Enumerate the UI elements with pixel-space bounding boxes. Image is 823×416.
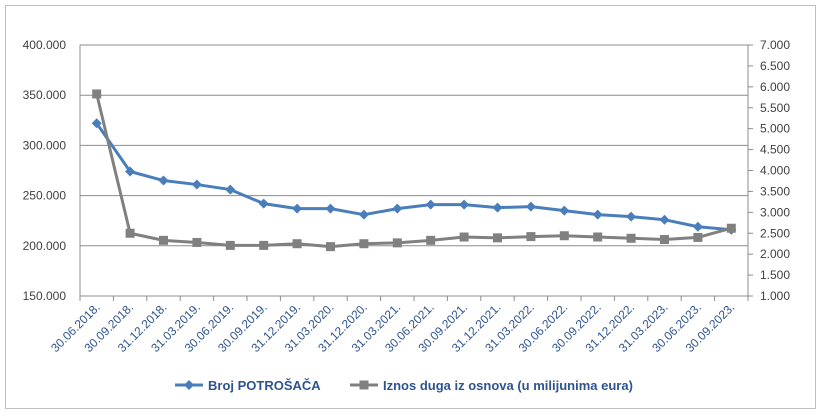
y-right-tick-label: 6.500 <box>760 59 790 73</box>
legend: Broj POTROŠAČA Iznos duga iz osnova (u mi… <box>175 378 633 393</box>
data-point-marker <box>359 239 369 249</box>
data-point-marker <box>593 232 603 242</box>
data-point-marker <box>660 235 669 245</box>
y-right-tick-label: 5.500 <box>760 101 790 115</box>
data-point-marker <box>493 233 502 243</box>
series-line-2 <box>95 93 732 249</box>
y-right-tick-label: 2.000 <box>760 247 790 261</box>
data-point-marker <box>425 199 436 210</box>
data-point-marker <box>426 235 436 245</box>
y-right-tick-label: 1.500 <box>760 268 790 282</box>
data-point-marker <box>292 203 303 214</box>
y-right-tick-label: 7.000 <box>760 38 790 52</box>
data-point-marker <box>326 242 335 252</box>
data-point-marker <box>325 203 336 214</box>
data-point-marker <box>726 223 736 233</box>
y-left-tick-label: 300.000 <box>23 138 67 152</box>
legend-marker <box>359 380 369 390</box>
data-point-marker <box>92 89 102 99</box>
data-point-marker <box>626 233 636 243</box>
data-point-marker <box>692 221 703 232</box>
series-line-1 <box>95 122 732 232</box>
y-right-tick-label: 3.500 <box>760 184 790 198</box>
y-left-tick-label: 400.000 <box>23 38 67 52</box>
data-point-marker <box>526 232 536 242</box>
y-right-tick-label: 3.000 <box>760 205 790 219</box>
data-point-marker <box>693 232 703 242</box>
legend-marker <box>184 380 194 390</box>
data-point-marker <box>258 198 269 209</box>
data-point-marker <box>492 202 503 213</box>
series-group <box>91 89 737 252</box>
data-point-marker <box>125 166 136 177</box>
data-point-marker <box>592 209 603 220</box>
data-point-marker <box>392 238 402 248</box>
y-right-tick-label: 2.500 <box>760 226 790 240</box>
data-point-marker <box>358 209 369 220</box>
data-point-marker <box>91 118 102 129</box>
data-point-marker <box>192 237 202 247</box>
data-point-marker <box>191 179 202 190</box>
data-point-marker <box>525 201 536 212</box>
y-right-tick-label: 6.000 <box>760 80 790 94</box>
data-point-marker <box>459 199 470 210</box>
data-point-marker <box>158 175 169 186</box>
y-left-tick-label: 150.000 <box>23 289 67 303</box>
data-point-marker <box>225 240 235 250</box>
data-point-marker <box>259 240 269 250</box>
y-right-tick-label: 1.000 <box>760 289 790 303</box>
data-point-marker <box>459 232 469 242</box>
legend-label-1: Broj POTROŠAČA <box>208 378 321 393</box>
y-left-tick-label: 250.000 <box>23 189 67 203</box>
data-point-marker <box>659 214 670 225</box>
y-axis-right: 1.000 1.500 2.000 2.500 3.000 3.500 4.000 4.500… <box>748 38 790 303</box>
data-point-marker <box>392 203 403 214</box>
data-point-marker <box>292 239 302 249</box>
y-right-tick-label: 4.000 <box>760 164 790 178</box>
y-axis-left: 150.000 200.000 250.000 300.000 350.000 400.0… <box>23 38 67 303</box>
data-point-marker <box>159 235 168 245</box>
data-point-marker <box>626 211 637 222</box>
data-point-marker <box>559 231 569 241</box>
y-right-tick-label: 5.000 <box>760 122 790 136</box>
legend-label-2: Iznos duga iz osnova (u milijunima eura) <box>383 378 633 393</box>
data-point-marker <box>125 228 135 238</box>
y-left-tick-label: 350.000 <box>23 88 67 102</box>
gridlines <box>79 44 749 297</box>
data-point-marker <box>225 184 236 195</box>
y-right-tick-label: 4.500 <box>760 143 790 157</box>
y-left-tick-label: 200.000 <box>23 239 67 253</box>
x-axis: 30.06.2018.30.09.2018.31.12.2018.31.03.2… <box>48 296 749 355</box>
data-point-marker <box>559 205 570 216</box>
